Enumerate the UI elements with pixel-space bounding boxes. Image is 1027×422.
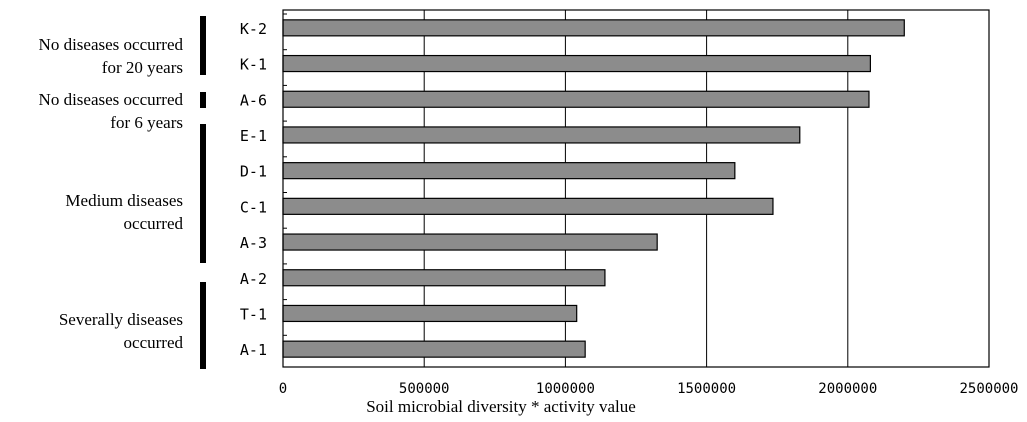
y-tick-label: A-1 — [240, 341, 267, 359]
group-label: No diseases occurred for 20 years — [38, 35, 183, 77]
x-tick-label: 2000000 — [818, 381, 877, 397]
x-tick-labels: 0 500000 1000000 1500000 2000000 2500000 — [279, 381, 1019, 397]
y-tick-label: A-6 — [240, 91, 267, 109]
y-tick-label: T-1 — [240, 305, 267, 323]
bar-e-1 — [282, 126, 801, 144]
x-axis-label: Soil microbial diversity * activity valu… — [366, 397, 636, 416]
group-label: Medium diseases occurred — [65, 191, 183, 233]
bar-c-1 — [282, 197, 774, 215]
group-label: No diseases occurred for 6 years — [38, 90, 183, 132]
bar-a-6 — [282, 90, 870, 108]
y-tick-label: D-1 — [240, 163, 267, 181]
y-tick-label: K-1 — [240, 56, 267, 74]
y-tick-label: A-2 — [240, 270, 267, 288]
group-bracket — [200, 16, 206, 75]
bar-a-3 — [282, 233, 658, 251]
x-tick-label: 500000 — [399, 381, 450, 397]
group-bracket — [200, 92, 206, 108]
bar-k-1 — [282, 54, 871, 73]
y-tick-label: E-1 — [240, 127, 267, 145]
x-tick-label: 1000000 — [536, 381, 595, 397]
bar-a-2 — [282, 269, 606, 287]
group-label: Severally diseases occurred — [58, 310, 183, 352]
group-bracket — [200, 124, 206, 263]
x-tick-label: 2500000 — [959, 381, 1018, 397]
y-tick-label: C-1 — [240, 198, 267, 216]
y-tick-labels: K-2 K-1 A-6 E-1 D-1 C-1 A-3 A-2 T-1 A-1 — [240, 13, 287, 359]
y-tick-label: A-3 — [240, 234, 267, 252]
bars — [282, 19, 905, 358]
plot-frame — [282, 9, 990, 368]
bar-t-1 — [282, 304, 578, 323]
x-tick-label: 1500000 — [677, 381, 736, 397]
bar-a-1 — [282, 340, 586, 358]
group-bracket — [200, 282, 206, 369]
y-tick-label: K-2 — [240, 20, 267, 38]
bar-k-2 — [282, 19, 905, 37]
x-tick-label: 0 — [279, 381, 287, 397]
bar-d-1 — [282, 162, 736, 180]
